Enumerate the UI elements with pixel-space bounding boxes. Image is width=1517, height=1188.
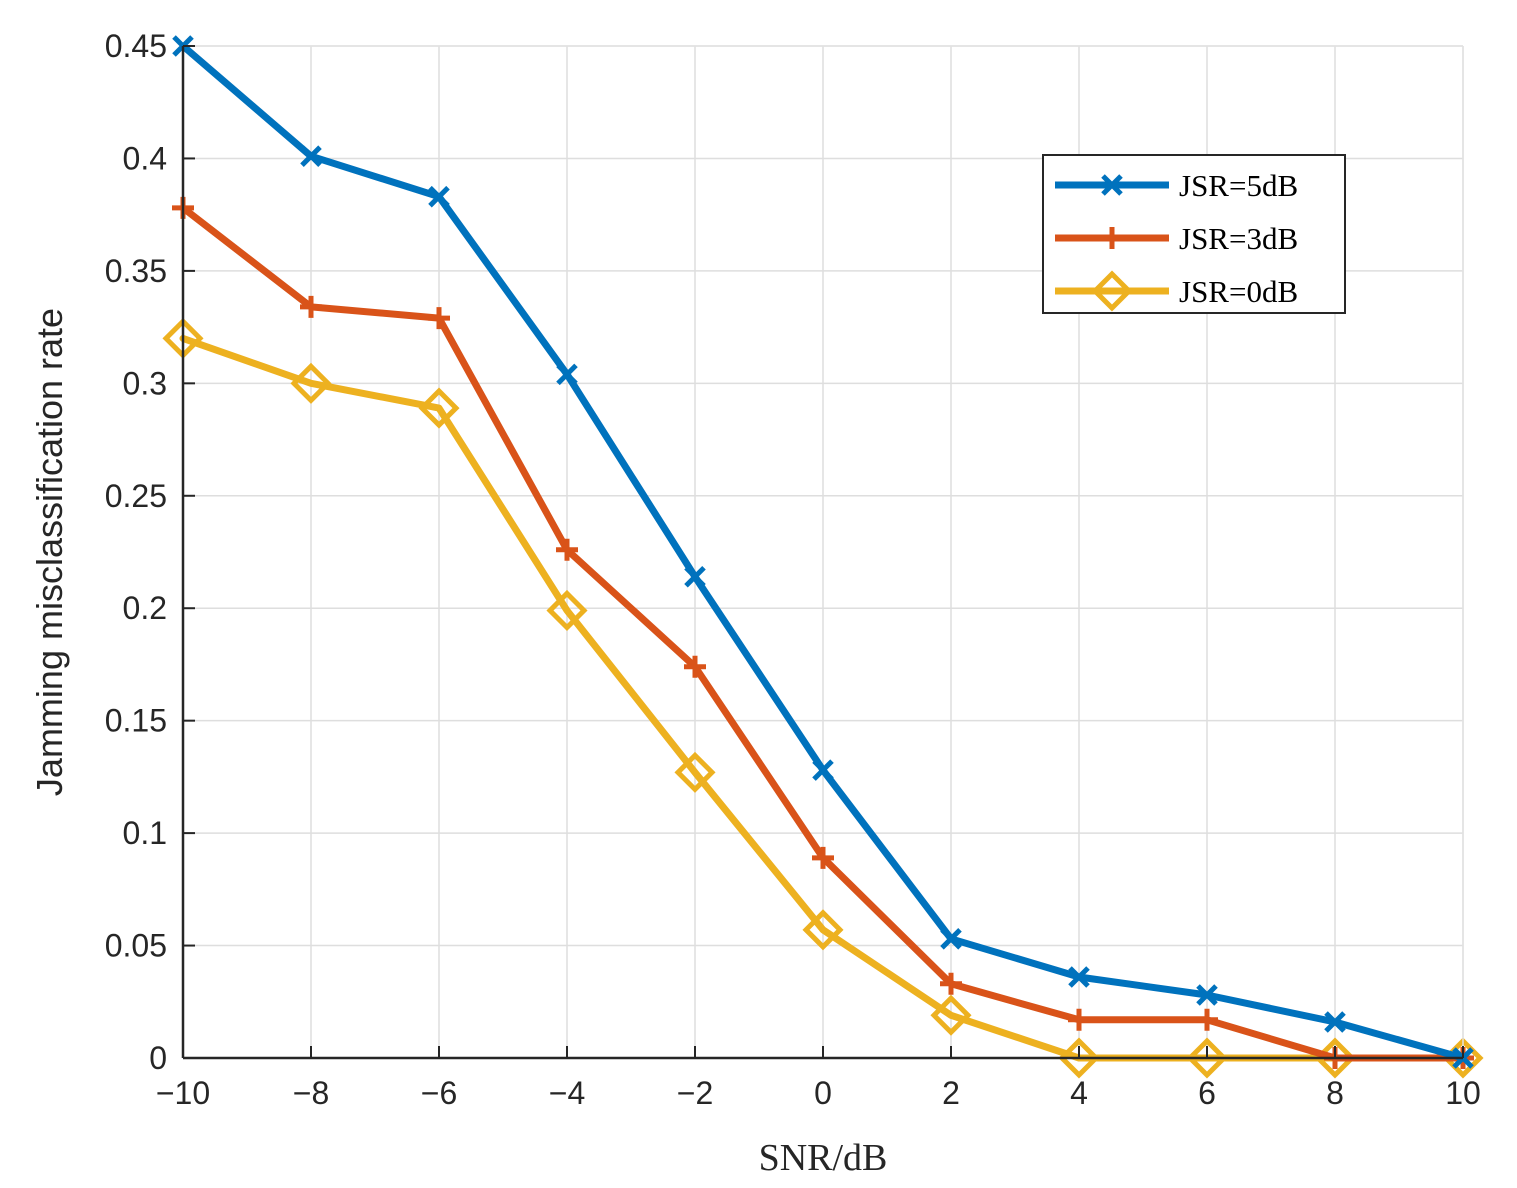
data-point-diamond-marker <box>290 362 332 404</box>
x-tick-label: 6 <box>1198 1075 1216 1111</box>
data-point-diamond-marker <box>546 589 588 632</box>
x-tick-label: 0 <box>814 1075 832 1111</box>
data-point-x-marker <box>940 928 962 950</box>
y-tick-label: 0.25 <box>105 478 167 514</box>
legend-label: JSR=5dB <box>1179 168 1298 203</box>
y-tick-label: 0.15 <box>105 703 167 739</box>
y-tick-label: 0.2 <box>123 590 167 626</box>
data-point-x-marker <box>556 363 578 386</box>
y-tick-label: 0.1 <box>123 815 167 851</box>
data-point-plus-marker <box>812 846 834 869</box>
data-point-plus-marker <box>1068 1008 1090 1031</box>
data-point-plus-marker <box>1196 1008 1218 1031</box>
x-tick-label: −2 <box>677 1075 713 1111</box>
data-point-diamond-marker <box>1091 270 1133 312</box>
legend-item: JSR=0dB <box>1055 270 1298 312</box>
data-point-plus-marker <box>300 295 322 318</box>
data-point-x-marker <box>1196 984 1218 1006</box>
data-point-diamond-marker <box>674 751 716 793</box>
data-point-plus-marker <box>684 655 706 678</box>
y-tick-label: 0.35 <box>105 253 167 289</box>
x-tick-label: 4 <box>1070 1075 1088 1111</box>
data-point-diamond-marker <box>1186 1037 1228 1079</box>
series-JSR=5dB <box>172 35 1474 1069</box>
data-point-x-marker <box>684 565 706 588</box>
legend-item: JSR=3dB <box>1055 221 1298 256</box>
legend: JSR=5dB JSR=3dB JSR=0dB <box>1042 154 1346 314</box>
x-tick-label: −4 <box>549 1075 585 1111</box>
x-tick-label: 8 <box>1326 1075 1344 1111</box>
x-tick-label: 10 <box>1445 1075 1481 1111</box>
legend-label: JSR=3dB <box>1179 221 1298 256</box>
x-tick-label: −8 <box>293 1075 329 1111</box>
data-point-plus-marker <box>428 307 450 330</box>
y-tick-label: 0 <box>149 1040 167 1076</box>
data-point-x-marker <box>812 759 834 781</box>
data-point-x-marker <box>1101 174 1123 196</box>
data-point-diamond-marker <box>802 909 844 951</box>
y-tick-label: 0.3 <box>123 365 167 401</box>
legend-label: JSR=0dB <box>1179 274 1298 309</box>
data-point-x-marker <box>1324 1011 1346 1033</box>
data-point-plus-marker <box>556 538 578 561</box>
y-tick-label: 0.45 <box>105 28 167 64</box>
y-tick-label: 0.4 <box>123 140 167 176</box>
axes <box>181 45 1464 1060</box>
data-point-diamond-marker <box>1058 1037 1100 1079</box>
data-point-x-marker <box>428 185 450 208</box>
y-axis-title: Jamming misclassification rate <box>29 308 70 796</box>
x-tick-label: −6 <box>421 1075 457 1111</box>
y-tick-label: 0.05 <box>105 928 167 964</box>
tick-labels: −10 −8 −6 −4 −2 0 2 4 6 8 10 0 0.05 0.1 0.15 0.2 0.25 0.3… <box>105 28 1481 1111</box>
x-tick-label: 2 <box>942 1075 960 1111</box>
data-point-plus-marker <box>940 972 962 995</box>
x-axis-title: SNR/dB <box>759 1137 888 1179</box>
data-point-x-marker <box>1068 966 1090 988</box>
data-point-diamond-marker <box>930 994 972 1036</box>
legend-item: JSR=5dB <box>1055 168 1298 203</box>
data-point-plus-marker <box>1101 227 1123 249</box>
x-tick-label: −10 <box>156 1075 210 1111</box>
data-point-diamond-marker <box>418 387 460 429</box>
data-point-x-marker <box>300 145 322 167</box>
legend-box <box>1042 154 1346 314</box>
